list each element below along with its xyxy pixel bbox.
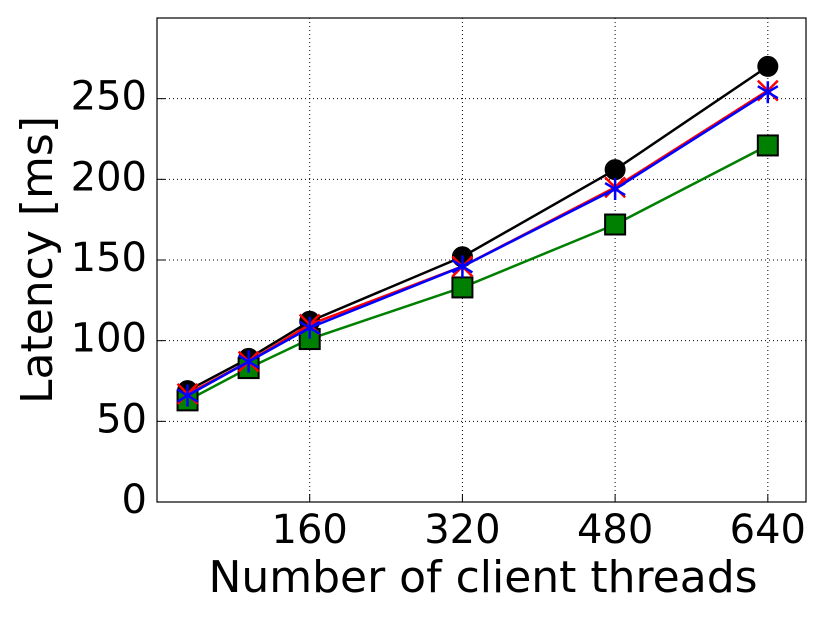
marker xyxy=(299,316,321,339)
marker xyxy=(451,276,474,299)
marker xyxy=(757,81,779,104)
y-tick-label: 150 xyxy=(71,235,147,281)
y-tick-label: 200 xyxy=(71,154,147,200)
x-tick-label: 320 xyxy=(424,507,500,553)
marker xyxy=(176,384,199,407)
y-tick-label: 100 xyxy=(71,316,147,362)
marker xyxy=(604,178,626,201)
series-line xyxy=(186,91,769,397)
x-axis-label: Number of client threads xyxy=(208,552,757,603)
y-axis-label: Latency [ms] xyxy=(12,116,63,404)
marker xyxy=(237,350,260,373)
y-tick-label: 0 xyxy=(122,477,147,523)
marker xyxy=(604,213,627,236)
y-tick-label: 250 xyxy=(71,74,147,120)
x-tick-label: 480 xyxy=(577,507,653,553)
series-line xyxy=(186,144,769,402)
series-line xyxy=(186,65,769,392)
plot-frame xyxy=(156,17,807,503)
marker xyxy=(604,159,626,181)
marker xyxy=(451,255,474,278)
marker xyxy=(757,55,779,77)
y-tick-label: 50 xyxy=(96,396,147,442)
x-tick-label: 640 xyxy=(730,507,806,553)
x-tick-label: 160 xyxy=(272,507,348,553)
marker xyxy=(756,134,779,157)
